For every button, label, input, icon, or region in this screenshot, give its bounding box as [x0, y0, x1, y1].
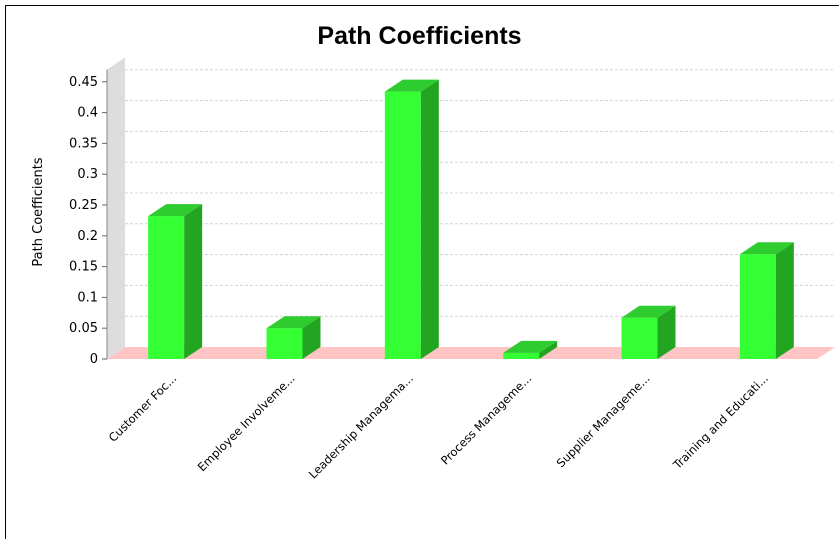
plot-wall [107, 57, 125, 359]
y-axis-title: Path Coefficients [31, 157, 46, 266]
y-tick-label: 0.05 [69, 321, 98, 336]
y-tick-label: 0 [90, 352, 98, 367]
x-tick-label: Process Manageme... [438, 371, 534, 467]
bars [148, 79, 794, 359]
bar-top [266, 316, 321, 329]
bar-side [539, 340, 558, 359]
bar [384, 79, 439, 359]
bar-side [775, 242, 794, 359]
bar-side [302, 316, 321, 359]
bar-front [621, 317, 658, 359]
y-tick-label: 0.4 [77, 106, 98, 121]
bar-side [657, 305, 676, 359]
bar [739, 242, 794, 359]
bar-front [503, 352, 540, 359]
y-tick-label: 0.1 [77, 290, 98, 305]
plot-floor [107, 347, 835, 359]
bar [148, 204, 203, 359]
bar-top [384, 79, 439, 92]
x-tick-label: Leadership Managema... [306, 371, 416, 481]
y-tick-label: 0.45 [69, 75, 98, 90]
x-tick-label: Customer Foc... [106, 371, 180, 445]
x-tick-label: Supplier Manageme... [554, 371, 653, 470]
bar-front [739, 254, 776, 359]
bar-top [739, 242, 794, 255]
y-tick-label: 0.15 [69, 260, 98, 275]
bar [503, 340, 558, 359]
plot-background [106, 57, 835, 359]
gridlines [125, 69, 835, 317]
bar-top [148, 204, 203, 217]
y-tick-labels: 0 0.05 0.1 0.15 0.2 0.25 0.3 0.35 0.4 0.45 [69, 75, 107, 367]
bar [266, 316, 321, 359]
x-tick-label: Employee Involveme... [195, 371, 298, 474]
bar-top [503, 340, 558, 353]
chart-title: Path Coefficients [317, 22, 522, 50]
bar-side [420, 79, 439, 359]
bar-side [184, 204, 203, 359]
y-tick-label: 0.35 [69, 136, 98, 151]
bar-front [384, 91, 421, 359]
y-tick-label: 0.3 [77, 167, 98, 182]
x-tick-label: Training and Educati... [670, 371, 771, 472]
y-tick-label: 0.2 [77, 229, 98, 244]
bar-top [621, 305, 676, 318]
x-tick-labels: Customer Foc... Employee Involveme... Lead… [106, 371, 771, 481]
bar [621, 305, 676, 359]
bar-front [266, 328, 303, 359]
bar-front [148, 216, 185, 359]
y-tick-label: 0.25 [69, 198, 98, 213]
